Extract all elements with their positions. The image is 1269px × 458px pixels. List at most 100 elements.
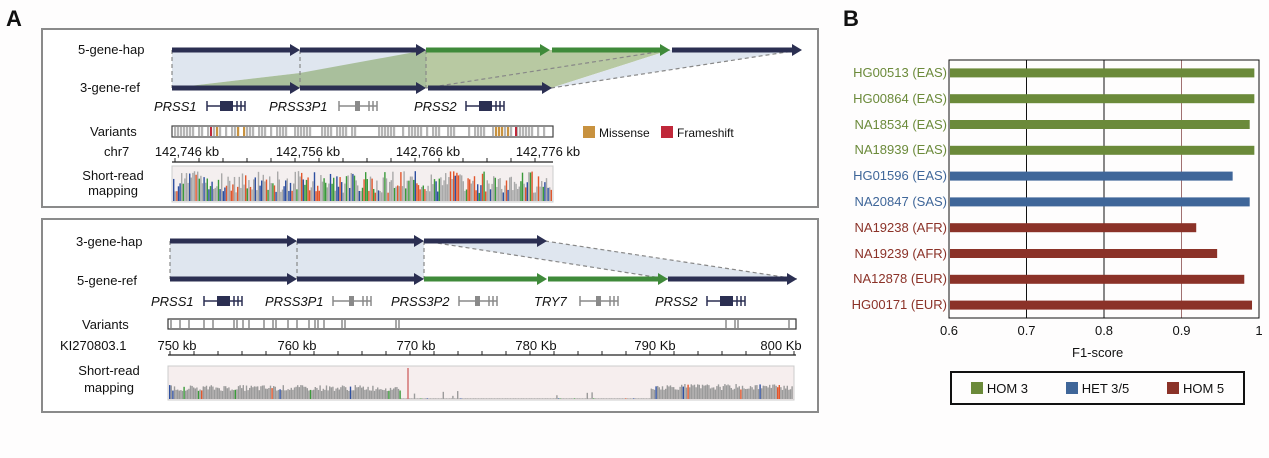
coverage-bar xyxy=(703,385,705,399)
variant-mark xyxy=(203,320,205,328)
x-axis-label: F1-score xyxy=(1072,345,1124,360)
bottom-hap-arrow xyxy=(170,238,289,244)
top-gene-prss3p1: PRSS3P1 xyxy=(269,99,328,114)
category-label: NA12878 (EUR) xyxy=(853,271,947,287)
coverage-bar xyxy=(477,398,480,399)
variant-mark xyxy=(498,127,501,136)
coverage-bar xyxy=(363,179,365,201)
coverage-bar xyxy=(548,398,550,399)
coverage-bar xyxy=(540,398,542,399)
coverage-bar xyxy=(237,186,239,201)
coverage-bar xyxy=(341,182,343,201)
coverage-bar xyxy=(386,390,388,399)
bottom-gene-glyph-prss3p1 xyxy=(332,296,372,306)
variant-mark xyxy=(450,127,453,136)
top-gene-glyph-prss2 xyxy=(465,101,505,111)
coverage-bar xyxy=(389,181,391,201)
coverage-bar xyxy=(457,175,460,201)
coverage-bar xyxy=(514,398,516,399)
coverage-bar xyxy=(729,385,731,399)
coverage-bar xyxy=(289,389,291,399)
coverage-bar xyxy=(469,179,471,201)
bottom-chrom-label: KI270803.1 xyxy=(60,338,127,353)
coverage-bar xyxy=(685,387,688,399)
variant-mark xyxy=(438,127,441,136)
coverage-bar xyxy=(273,185,276,201)
coverage-bar xyxy=(545,178,548,201)
coverage-bar xyxy=(368,190,370,201)
coverage-bar xyxy=(269,385,272,399)
coverage-bar xyxy=(634,398,636,399)
coverage-bar xyxy=(585,398,587,399)
coverage-bar xyxy=(754,385,756,399)
coverage-bar xyxy=(356,387,358,399)
variant-mark xyxy=(398,320,400,328)
coverage-bar xyxy=(312,181,314,201)
coverage-bar xyxy=(520,181,522,201)
category-label: NA18939 (EAS) xyxy=(854,142,948,158)
coverage-bar xyxy=(353,175,356,201)
coverage-bar xyxy=(411,176,413,201)
coverage-bar xyxy=(291,190,293,201)
coverage-bar xyxy=(482,398,484,399)
coverage-bar xyxy=(366,179,368,201)
coverage-bar xyxy=(783,385,785,399)
coverage-bar xyxy=(334,190,336,201)
coverage-bar xyxy=(517,188,519,201)
variant-mark xyxy=(411,127,414,136)
coverage-bar xyxy=(486,180,488,201)
coverage-bar xyxy=(398,186,400,201)
coverage-bar xyxy=(549,398,552,399)
coverage-bar xyxy=(455,398,457,399)
coverage-bar xyxy=(404,398,406,399)
coverage-bar xyxy=(652,389,654,399)
coverage-bar xyxy=(601,398,603,399)
coverage-bar xyxy=(423,398,425,399)
coverage-bar xyxy=(528,172,530,201)
top-shade-green-2 xyxy=(300,50,426,88)
variant-mark xyxy=(243,127,246,136)
coverage-bar xyxy=(741,385,744,399)
coverage-bar xyxy=(424,189,426,201)
coverage-bar xyxy=(421,186,423,201)
category-label: NA20847 (SAS) xyxy=(854,193,948,209)
gene-exon xyxy=(475,296,480,306)
coverage-bar xyxy=(380,389,382,399)
coverage-bar xyxy=(333,177,335,201)
variant-legend: Missense Frameshift xyxy=(583,126,742,140)
coverage-bar xyxy=(362,386,364,399)
bottom-gene-prss3p1: PRSS3P1 xyxy=(265,294,324,309)
bottom-dash xyxy=(544,240,798,280)
coverage-bar xyxy=(457,391,459,399)
legend-frameshift: Frameshift xyxy=(661,126,734,140)
coverage-bar xyxy=(478,192,480,201)
variant-mark xyxy=(308,320,310,328)
gene-exon xyxy=(349,296,354,306)
coverage-bar xyxy=(409,398,411,399)
coverage-bar xyxy=(717,384,720,399)
variant-mark xyxy=(336,127,339,136)
coverage-bar xyxy=(459,174,461,201)
coverage-bar xyxy=(530,398,532,399)
coverage-bar xyxy=(721,389,723,399)
top-hap-arrow-head xyxy=(416,44,426,56)
coverage-bar xyxy=(408,180,410,201)
variant-mark xyxy=(216,127,219,136)
top-shade-blue xyxy=(172,50,300,88)
coverage-bar xyxy=(331,183,333,201)
coverage-bar xyxy=(663,389,665,399)
coverage-bar xyxy=(251,189,253,201)
top-chrom-label: chr7 xyxy=(104,144,130,159)
coverage-bar xyxy=(256,190,258,201)
bottom-gene-glyph-prss3p2 xyxy=(458,296,498,306)
coverage-bar xyxy=(527,398,529,399)
coverage-bar xyxy=(216,186,218,201)
coverage-bar xyxy=(476,398,478,399)
bar-na19238 xyxy=(950,223,1197,233)
coverage-bar xyxy=(522,398,524,399)
variant-mark xyxy=(237,127,240,136)
coverage-bar xyxy=(280,191,282,201)
coverage-bar xyxy=(479,398,481,399)
bottom-variants-label: Variants xyxy=(82,317,129,332)
coverage-bar xyxy=(772,384,774,399)
